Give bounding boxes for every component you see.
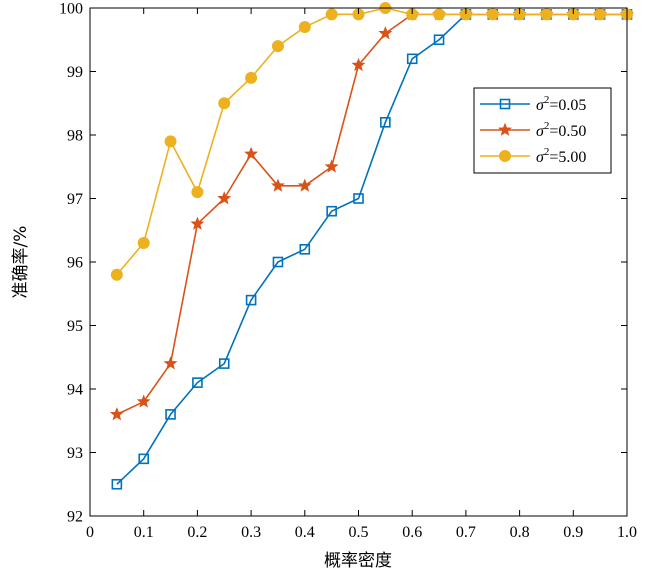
- data-point: [191, 186, 204, 199]
- x-tick-label: 0.7: [456, 524, 476, 541]
- data-point: [406, 53, 418, 65]
- data-point: [136, 394, 151, 408]
- series-2: [110, 2, 633, 281]
- legend-marker: [499, 150, 511, 162]
- data-point: [245, 71, 258, 84]
- y-tick-label: 98: [67, 128, 83, 145]
- y-tick-label: 95: [67, 318, 83, 335]
- data-point: [540, 8, 553, 21]
- legend-label: σ2=5.00: [536, 146, 586, 166]
- data-point: [324, 159, 339, 173]
- data-point: [326, 205, 337, 217]
- legend-label-symbol: σ: [536, 97, 545, 114]
- x-tick-label: 0.1: [134, 524, 154, 541]
- axes-layer: 0 0.1 0.2 0.3 0.4 0.5 0.6 0.7 0.8 0.9 1.0 92 93 94 95 9…: [59, 1, 637, 542]
- data-point: [353, 193, 364, 204]
- data-point: [137, 236, 150, 249]
- series-layer: [109, 2, 634, 490]
- data-point: [270, 178, 285, 192]
- y-tick-label: 92: [67, 509, 83, 526]
- x-axis-title: 概率密度: [324, 551, 392, 571]
- legend-label-sup: 2: [544, 146, 550, 158]
- plot-frame: [89, 7, 628, 517]
- data-point: [163, 356, 178, 370]
- x-tick-label: 0.6: [402, 524, 422, 541]
- data-point: [378, 26, 393, 40]
- data-point: [325, 8, 338, 21]
- data-point: [165, 409, 176, 420]
- data-point: [271, 40, 284, 53]
- y-tick-label: 99: [67, 64, 83, 81]
- data-point: [297, 178, 312, 192]
- data-point: [190, 216, 205, 230]
- data-point: [433, 8, 446, 21]
- y-tick-label: 96: [67, 255, 83, 272]
- y-tick-label: 97: [67, 191, 83, 208]
- x-tick-label: 1.0: [617, 524, 637, 541]
- y-axis-title: 准确率/%: [11, 226, 31, 299]
- data-point: [218, 358, 230, 369]
- data-point: [486, 8, 499, 21]
- x-tick-label: 0.4: [295, 524, 315, 541]
- legend-label-symbol: σ: [536, 123, 545, 140]
- data-point: [110, 268, 123, 281]
- data-point: [433, 34, 445, 46]
- x-tick-label: 0.3: [241, 524, 261, 541]
- data-point: [245, 294, 257, 306]
- y-tick-label: 94: [67, 382, 83, 399]
- x-tick-label: 0.2: [187, 524, 207, 541]
- legend-label-rest: =0.50: [549, 123, 586, 140]
- legend-label-rest: =5.00: [549, 149, 586, 166]
- data-point: [109, 407, 124, 421]
- data-point: [218, 97, 231, 110]
- series-line: [116, 13, 627, 416]
- legend-label-sup: 2: [544, 94, 550, 106]
- legend-marker: [499, 98, 511, 110]
- data-point: [351, 57, 366, 72]
- x-tick-label: 0.8: [510, 524, 530, 541]
- y-tick-label: 93: [67, 445, 83, 462]
- legend-label-symbol: σ: [536, 149, 545, 166]
- legend-label-sup: 2: [544, 120, 550, 132]
- data-point: [244, 146, 259, 160]
- series-1: [109, 7, 634, 421]
- data-point: [272, 256, 284, 268]
- data-point: [111, 478, 123, 490]
- x-tick-label: 0.9: [563, 524, 583, 541]
- legend-label-rest: =0.05: [549, 97, 586, 114]
- legend-label: σ2=0.05: [536, 94, 586, 114]
- data-point: [380, 117, 391, 128]
- x-tick-label: 0: [86, 524, 94, 541]
- data-point: [192, 377, 203, 388]
- y-tick-label: 100: [59, 1, 83, 18]
- data-point: [164, 135, 177, 148]
- legend-marker: [498, 122, 512, 136]
- data-point: [138, 453, 149, 465]
- series-0: [111, 9, 633, 490]
- data-point: [217, 191, 232, 205]
- data-point: [298, 21, 311, 34]
- series-line: [116, 13, 627, 485]
- x-tick-label: 0.5: [349, 524, 369, 541]
- legend-label: σ2=0.50: [536, 120, 586, 140]
- data-point: [299, 244, 311, 255]
- data-point: [594, 8, 607, 21]
